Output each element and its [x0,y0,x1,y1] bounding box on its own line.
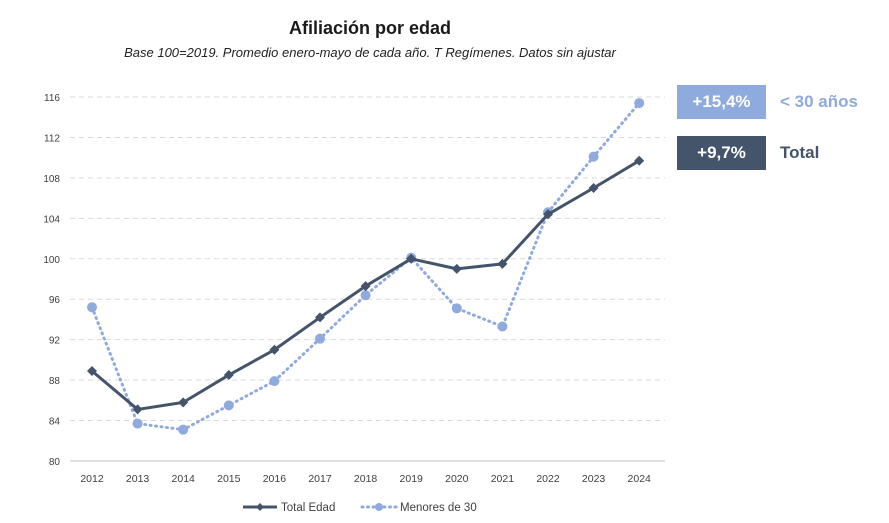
x-tick-label: 2019 [400,473,424,485]
data-point-total-edad [360,281,371,292]
data-point-total-edad [406,253,417,264]
data-point-total-edad [543,209,553,220]
data-point-menores-30 [451,303,462,314]
y-tick-label: 104 [43,214,60,225]
chart-subtitle: Base 100=2019. Promedio enero-mayo de ca… [124,45,616,60]
legend-marker [375,503,383,511]
data-point-total-edad [451,263,462,274]
y-tick-label: 112 [44,133,60,144]
legend-label: Menores de 30 [400,502,477,514]
y-tick-label: 100 [43,255,60,266]
y-tick-label: 116 [44,93,60,104]
x-tick-label: 2022 [536,473,560,485]
legend-label: Total Edad [281,502,335,514]
y-tick-label: 88 [49,376,61,387]
x-tick-label: 2013 [126,473,150,485]
data-point-menores-30 [588,151,599,162]
x-tick-label: 2021 [491,473,515,485]
x-tick-label: 2012 [80,473,104,485]
x-tick-label: 2018 [354,473,378,485]
data-point-total-edad [588,183,599,193]
data-point-total-edad [315,312,325,323]
badge-total-value: +9,7% [677,136,766,170]
data-point-total-edad [269,344,280,355]
data-point-menores-30 [87,302,97,313]
data-point-total-edad [132,404,143,415]
data-point-menores-30 [497,321,508,332]
x-tick-label: 2024 [628,473,652,485]
y-tick-label: 92 [49,336,61,347]
x-tick-label: 2014 [172,473,196,485]
x-tick-label: 2023 [582,473,606,485]
data-point-menores-30 [223,400,234,411]
data-point-total-edad [87,366,97,377]
y-tick-label: 96 [49,295,61,306]
y-tick-label: 108 [43,174,60,185]
legend-marker [256,503,264,511]
data-point-total-edad [497,258,508,269]
data-point-total-edad [634,155,645,166]
data-point-total-edad [223,370,234,381]
data-point-menores-30 [360,290,371,301]
badge-total-label: Total [780,143,820,162]
y-tick-label: 80 [49,457,61,468]
badge-under-30-value: +15,4% [677,85,766,119]
badge-under-30-label: < 30 años [780,92,858,111]
x-tick-label: 2017 [308,473,332,485]
chart-title: Afiliación por edad [288,18,452,38]
x-tick-label: 2020 [445,473,469,485]
data-point-total-edad [178,397,189,408]
data-point-menores-30 [178,424,189,435]
x-tick-label: 2016 [263,473,287,485]
data-point-menores-30 [269,376,280,387]
data-point-menores-30 [132,418,143,429]
data-point-menores-30 [315,333,325,344]
series-line-menores-30 [90,101,641,432]
y-tick-label: 84 [49,417,61,428]
x-tick-label: 2015 [217,473,241,485]
data-point-menores-30 [634,98,645,109]
